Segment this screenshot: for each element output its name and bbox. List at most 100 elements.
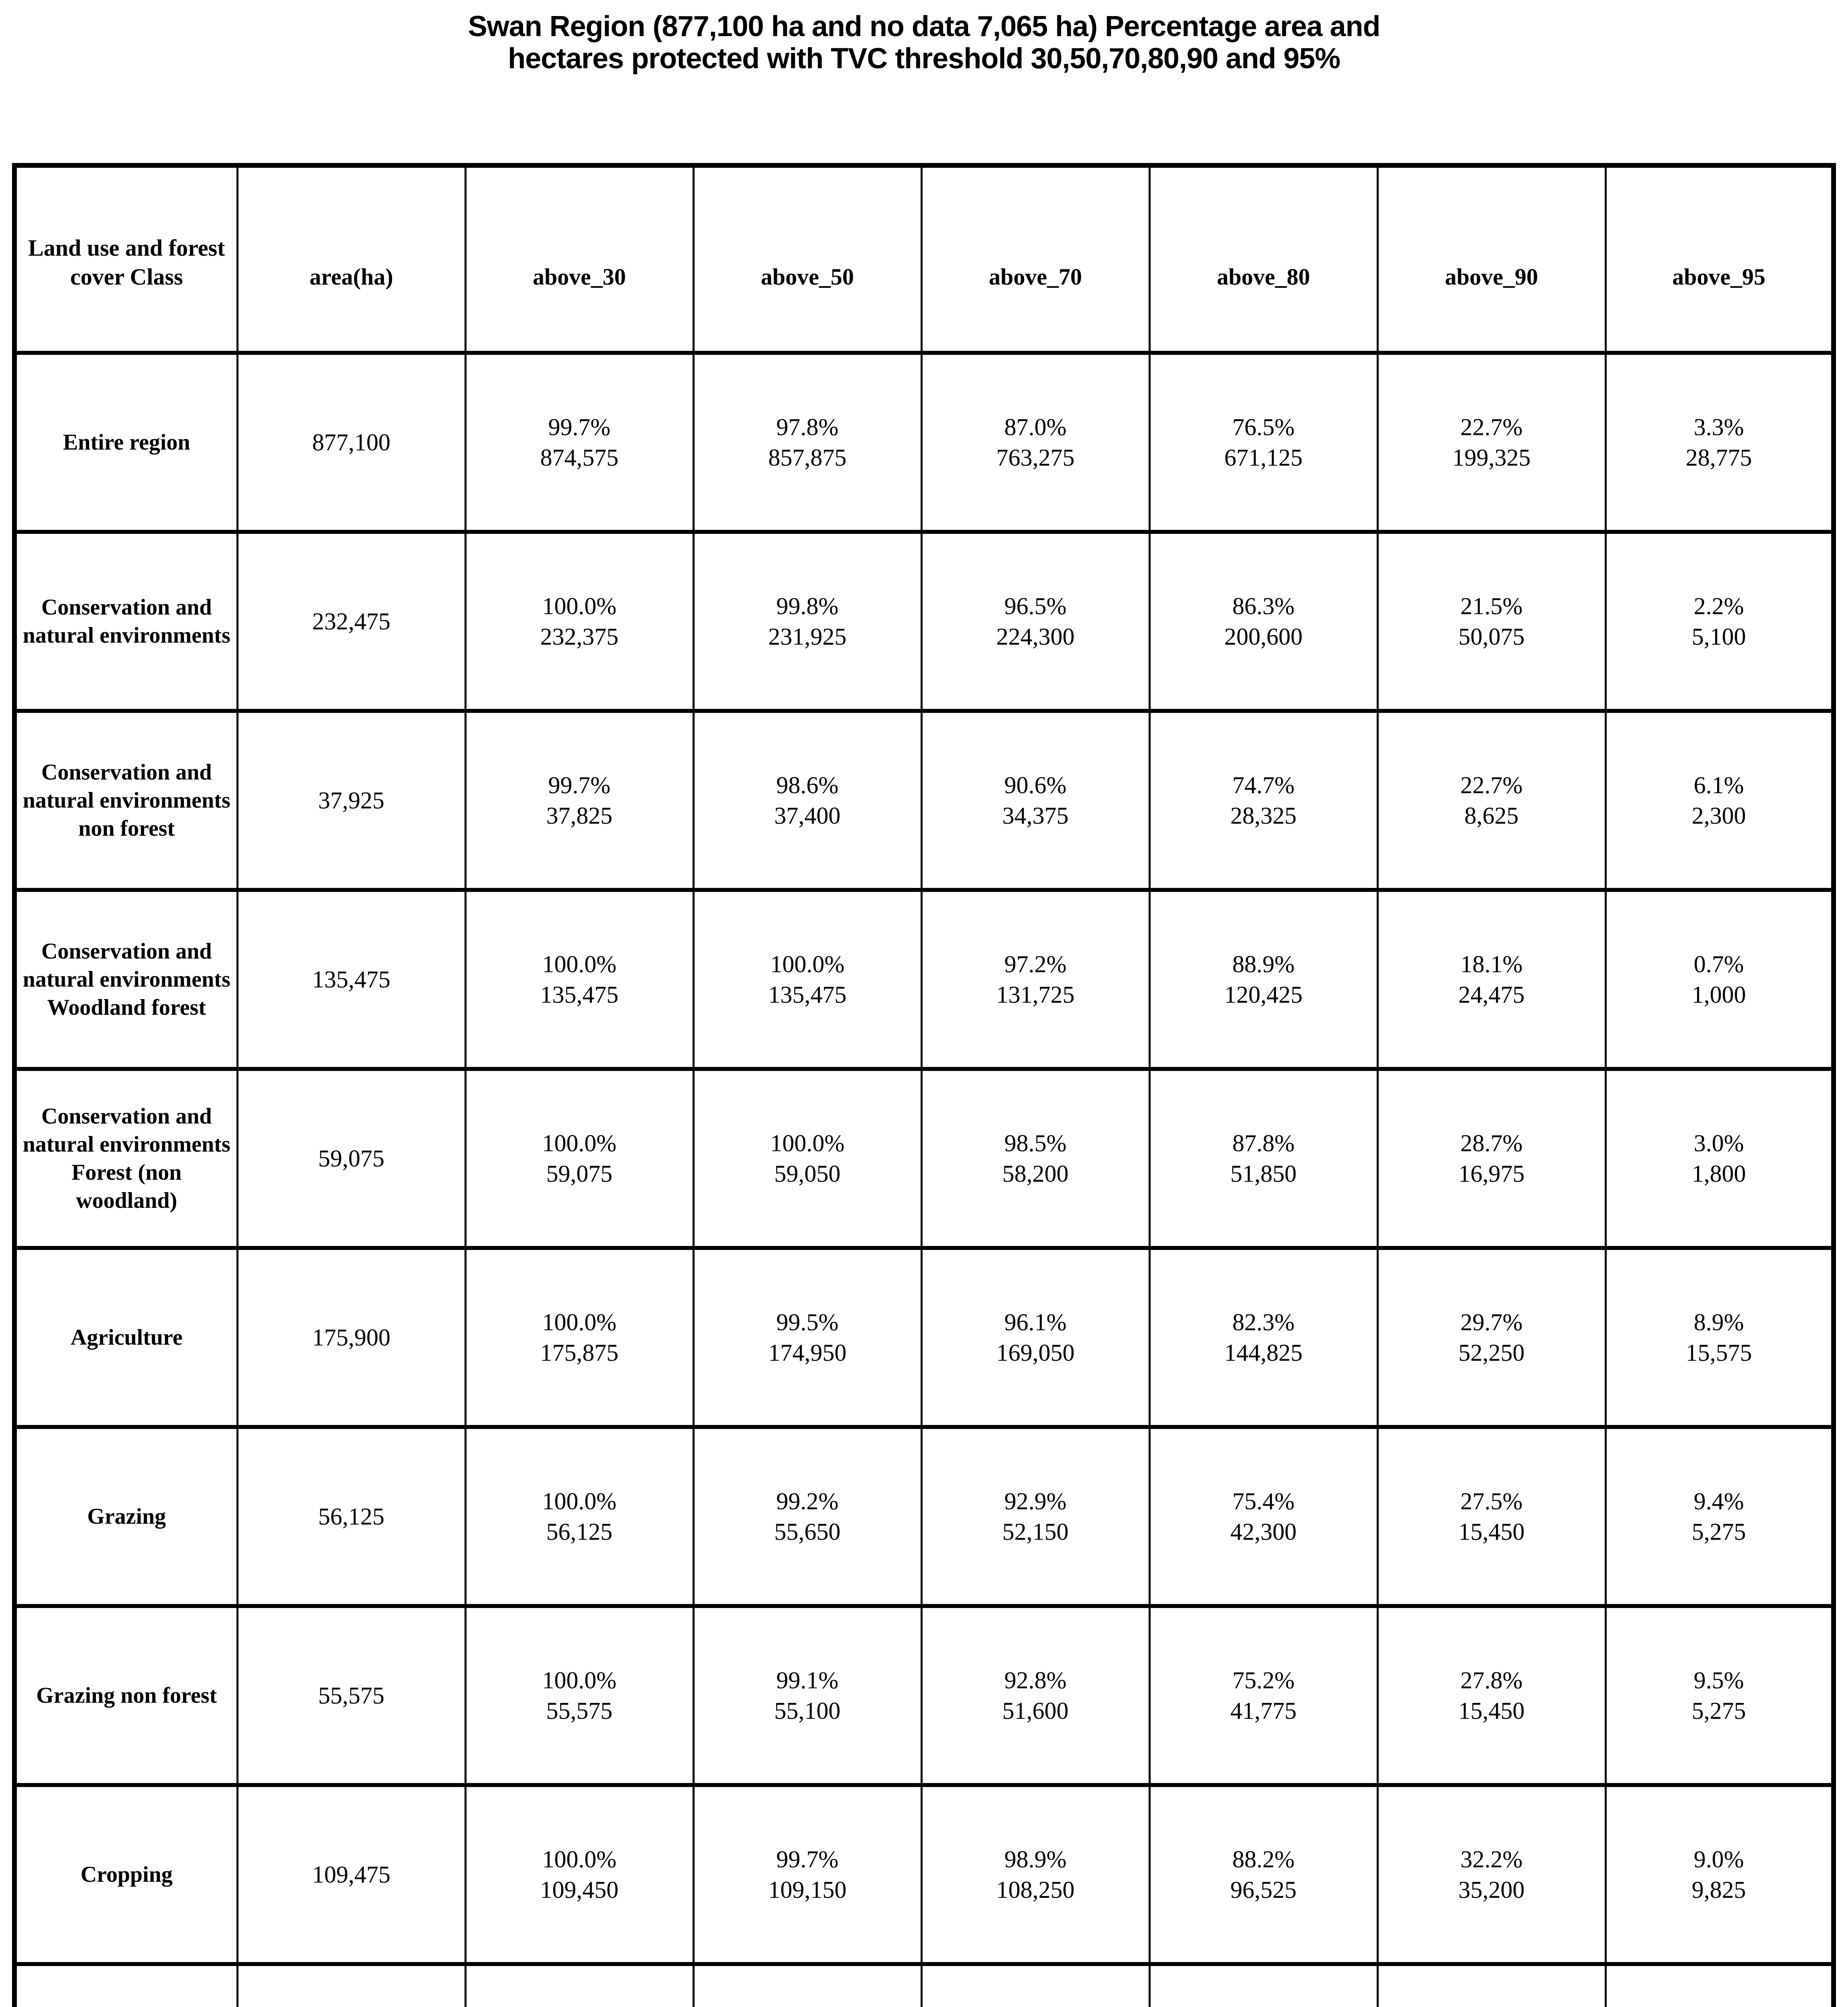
hectares-value: 108,250 [996,1877,1075,1903]
percent-value: 9.0% [1693,1846,1744,1873]
table-row: Irrigation 10,075 100.0% 10,075 98.5% 9,… [13,1962,1835,2007]
percent-value: 18.1% [1460,951,1523,977]
column-header-above-95: above_95 [1604,163,1835,355]
percent-value: 88.2% [1232,1846,1295,1873]
hectares-value: 52,150 [1002,1518,1069,1545]
above-70-cell: 83.9% 8,450 [920,1962,1151,2007]
page-title: Swan Region (877,100 ha and no data 7,06… [0,10,1848,75]
above-30-cell: 100.0% 55,575 [464,1604,695,1787]
percent-value: 99.7% [776,1846,839,1873]
above-95-cell: 4.7% 475 [1604,1962,1835,2007]
area-cell: 10,075 [236,1962,467,2007]
above-90-cell: 22.7% 199,325 [1376,351,1607,534]
above-80-cell: 87.8% 51,850 [1148,1067,1379,1250]
percent-value: 97.2% [1004,951,1067,977]
percent-value: 76.5% [1232,414,1295,440]
page-title-line1: Swan Region (877,100 ha and no data 7,06… [468,10,1381,43]
percent-value: 99.5% [776,1309,839,1335]
above-30-cell: 100.0% 232,375 [464,530,695,713]
above-50-cell: 97.8% 857,875 [692,351,923,534]
column-header-area: area(ha) [236,163,467,355]
percent-value: 96.1% [1004,1309,1067,1335]
hectares-value: 42,300 [1230,1518,1297,1545]
hectares-value: 232,375 [540,623,619,650]
tvc-threshold-table: Land use and forest cover Class area(ha)… [12,163,1836,2007]
area-cell: 175,900 [236,1246,467,1429]
percent-value: 100.0% [542,951,617,977]
area-cell: 109,475 [236,1783,467,1966]
hectares-value: 24,475 [1458,981,1525,1008]
hectares-value: 144,825 [1224,1339,1303,1366]
percent-value: 100.0% [542,1309,617,1335]
hectares-value: 109,150 [768,1877,847,1903]
class-cell: Cropping [13,1783,238,1966]
percent-value: 99.7% [548,772,611,798]
hectares-value: 199,325 [1452,444,1531,471]
table-row: Grazing non forest 55,575 100.0% 55,575 … [13,1604,1835,1787]
area-cell: 56,125 [236,1425,467,1608]
hectares-value: 35,200 [1458,1877,1525,1903]
above-70-cell: 92.8% 51,600 [920,1604,1151,1787]
above-90-cell: 27.5% 15,450 [1376,1425,1607,1608]
hectares-value: 37,400 [774,802,841,829]
percent-value: 100.0% [770,951,845,977]
percent-value: 3.3% [1693,414,1744,440]
hectares-value: 5,275 [1691,1698,1746,1724]
above-80-cell: 74.7% 28,325 [1148,709,1379,892]
column-header-above-70: above_70 [920,163,1151,355]
percent-value: 75.2% [1232,1667,1295,1694]
above-30-cell: 100.0% 175,875 [464,1246,695,1429]
hectares-value: 2,300 [1691,802,1746,829]
table-row: Cropping 109,475 100.0% 109,450 99.7% 10… [13,1783,1835,1966]
above-70-cell: 92.9% 52,150 [920,1425,1151,1608]
percent-value: 96.5% [1004,593,1067,619]
above-90-cell: 15.9% 1,600 [1376,1962,1607,2007]
above-30-cell: 100.0% 109,450 [464,1783,695,1966]
above-70-cell: 96.1% 169,050 [920,1246,1151,1429]
percent-value: 99.8% [776,593,839,619]
above-90-cell: 21.5% 50,075 [1376,530,1607,713]
percent-value: 92.9% [1004,1488,1067,1514]
class-cell: Conservation and natural environments [13,530,238,713]
percent-value: 87.8% [1232,1130,1295,1156]
hectares-value: 763,275 [996,444,1075,471]
column-header-above-90: above_90 [1376,163,1607,355]
class-cell: Conservation and natural environments Wo… [13,888,238,1071]
percent-value: 92.8% [1004,1667,1067,1694]
hectares-value: 109,450 [540,1877,619,1903]
hectares-value: 200,600 [1224,623,1303,650]
hectares-value: 16,975 [1458,1160,1525,1187]
column-header-above-50: above_50 [692,163,923,355]
above-50-cell: 98.5% 9,925 [692,1962,923,2007]
above-95-cell: 9.4% 5,275 [1604,1425,1835,1608]
percent-value: 99.7% [548,414,611,440]
table-row: Conservation and natural environments no… [13,709,1835,892]
above-90-cell: 28.7% 16,975 [1376,1067,1607,1250]
hectares-value: 55,100 [774,1698,841,1724]
hectares-value: 59,050 [774,1160,841,1187]
above-70-cell: 98.9% 108,250 [920,1783,1151,1966]
table-row: Entire region 877,100 99.7% 874,575 97.8… [13,351,1835,534]
above-30-cell: 100.0% 10,075 [464,1962,695,2007]
hectares-value: 874,575 [540,444,619,471]
hectares-value: 50,075 [1458,623,1525,650]
column-header-above-80: above_80 [1148,163,1379,355]
percent-value: 86.3% [1232,593,1295,619]
percent-value: 9.5% [1693,1667,1744,1694]
hectares-value: 857,875 [768,444,847,471]
hectares-value: 15,450 [1458,1518,1525,1545]
hectares-value: 224,300 [996,623,1075,650]
hectares-value: 52,250 [1458,1339,1525,1366]
above-50-cell: 99.2% 55,650 [692,1425,923,1608]
percent-value: 32.2% [1460,1846,1523,1873]
hectares-value: 120,425 [1224,981,1303,1008]
percent-value: 3.0% [1693,1130,1744,1156]
above-90-cell: 32.2% 35,200 [1376,1783,1607,1966]
hectares-value: 51,600 [1002,1698,1069,1724]
table-row: Conservation and natural environments Wo… [13,888,1835,1071]
hectares-value: 15,450 [1458,1698,1525,1724]
percent-value: 88.9% [1232,951,1295,977]
hectares-value: 56,125 [546,1518,613,1545]
class-cell: Entire region [13,351,238,534]
area-cell: 135,475 [236,888,467,1071]
